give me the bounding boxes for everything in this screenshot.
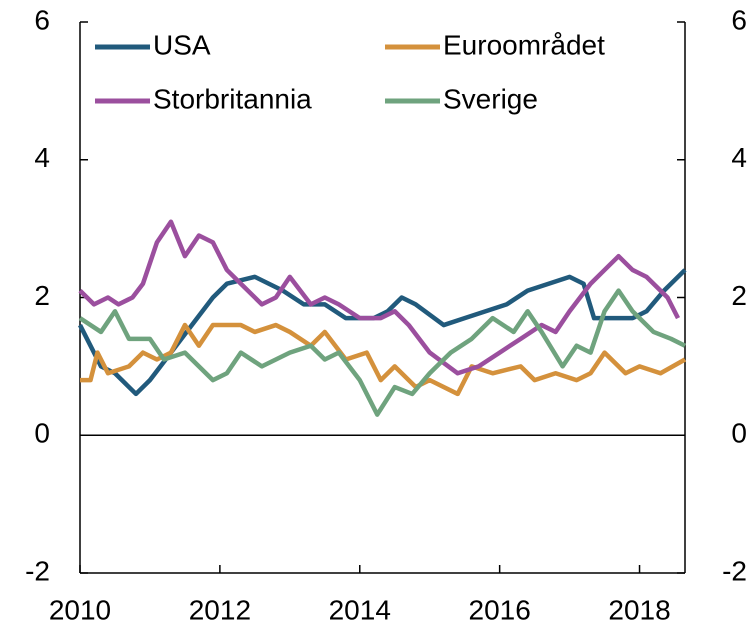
y2-tick-label: -2: [722, 555, 747, 586]
x-tick-label: 2018: [608, 594, 670, 625]
y-tick-label: 0: [34, 418, 50, 449]
y-tick-label: -2: [25, 555, 50, 586]
legend-label: Storbritannia: [153, 83, 312, 114]
x-tick-label: 2012: [189, 594, 251, 625]
legend-label: USA: [153, 29, 211, 60]
series-line: [80, 322, 687, 397]
legend-label: Sverige: [443, 83, 538, 114]
series-line: [78, 288, 686, 417]
y2-tick-label: 6: [731, 4, 747, 35]
y2-tick-label: 2: [731, 280, 747, 311]
y-tick-label: 6: [34, 4, 50, 35]
y2-tick-label: 0: [731, 418, 747, 449]
x-tick-label: 2016: [469, 594, 531, 625]
legend-label: Euroområdet: [443, 29, 605, 60]
x-tick-label: 2010: [49, 594, 111, 625]
y2-tick-label: 4: [731, 142, 747, 173]
y-tick-label: 4: [34, 142, 50, 173]
y-tick-label: 2: [34, 280, 50, 311]
x-tick-label: 2014: [329, 594, 391, 625]
series-line: [78, 219, 681, 376]
